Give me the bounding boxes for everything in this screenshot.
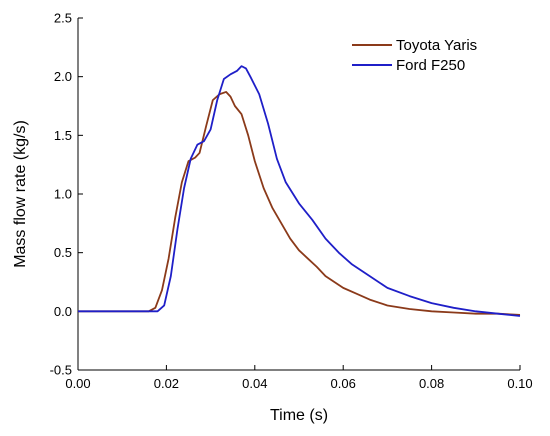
x-ticks: 0.00 0.02 0.04 0.06 0.08 0.10 [65,365,533,391]
series-line-toyota-yaris [78,91,521,316]
x-tick-label: 0.02 [154,376,179,391]
x-tick-label: 0.00 [65,376,90,391]
y-tick-label: 1.5 [54,128,72,143]
y-tick-label: 0.0 [54,304,72,319]
y-tick-label: 2.5 [54,11,72,26]
x-tick-label: 0.06 [331,376,356,391]
series-line-ford-f250 [78,65,521,317]
legend: Toyota Yaris Ford F250 [352,37,477,74]
y-tick-label: 0.5 [54,245,72,260]
y-tick-label: 2.0 [54,69,72,84]
legend-label-ford-f250: Ford F250 [396,57,465,74]
x-tick-label: 0.04 [242,376,267,391]
plot-area: 0.00 0.02 0.04 0.06 0.08 0.10 -0.5 0.0 0.5 1.0 1.… [50,11,533,392]
x-tick-label: 0.10 [507,376,532,391]
y-axis-label: Mass flow rate (kg/s) [12,120,29,268]
x-axis-label: Time (s) [270,407,328,424]
x-tick-label: 0.08 [419,376,444,391]
y-tick-label: -0.5 [50,363,72,378]
y-ticks: -0.5 0.0 0.5 1.0 1.5 2.0 2.5 [50,11,83,378]
y-tick-label: 1.0 [54,187,72,202]
series-layer [78,65,521,317]
legend-label-toyota-yaris: Toyota Yaris [396,37,477,54]
